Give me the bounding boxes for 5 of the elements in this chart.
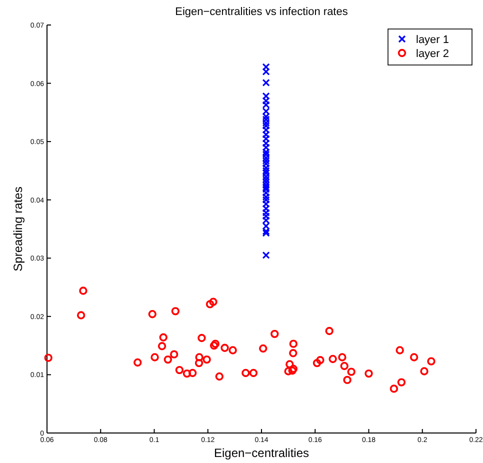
chart-title: Eigen−centralities vs infection rates — [175, 6, 348, 18]
y-axis-title: Spreading rates — [11, 186, 25, 272]
x-axis-title: Eigen−centralities — [214, 446, 310, 460]
legend-label: layer 2 — [416, 48, 450, 60]
legend-label: layer 1 — [416, 34, 450, 46]
